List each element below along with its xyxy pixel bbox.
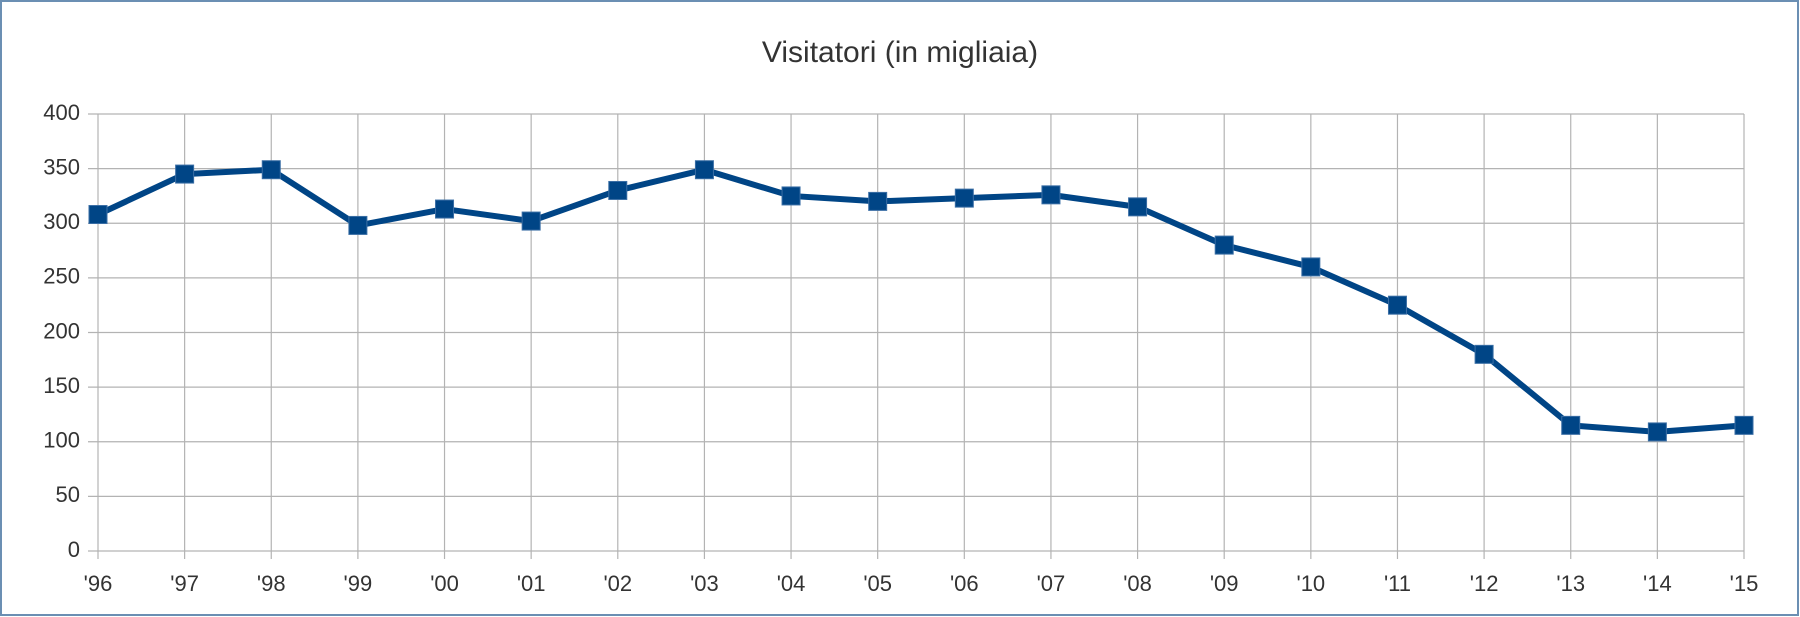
marker	[1301, 257, 1321, 277]
marker	[1474, 344, 1494, 364]
x-tick-label: '14	[1643, 571, 1672, 596]
marker	[868, 191, 888, 211]
line	[96, 166, 1745, 435]
x-tick-label: '13	[1556, 571, 1585, 596]
x-tick-label: '97	[170, 571, 199, 596]
y-tick-label: 400	[43, 100, 80, 125]
marker	[1647, 422, 1667, 442]
marker	[521, 211, 541, 231]
x-tick-label: '06	[950, 571, 979, 596]
x-tick-label: '12	[1470, 571, 1499, 596]
marker	[694, 160, 714, 180]
marker	[1387, 295, 1407, 315]
x-tick-label: '11	[1384, 571, 1411, 596]
x-tick-label: '99	[344, 571, 373, 596]
marker	[608, 180, 628, 200]
marker	[88, 205, 108, 225]
y-tick-label: 350	[43, 154, 80, 179]
y-tick-label: 150	[43, 373, 80, 398]
x-tick-label: '96	[84, 571, 113, 596]
x-tick-label: '08	[1123, 571, 1152, 596]
chart-title: Visitatori (in migliaia)	[762, 36, 1038, 69]
marker	[348, 215, 368, 235]
x-tick-label: '03	[690, 571, 719, 596]
x-tick-label: '02	[603, 571, 632, 596]
marker	[435, 199, 455, 219]
y-tick-label: 50	[56, 482, 80, 507]
marker	[1128, 197, 1148, 217]
y-tick-label: 200	[43, 318, 80, 343]
x-tick-label: '00	[430, 571, 459, 596]
x-tick-label: '98	[257, 571, 286, 596]
x-tick-label: '09	[1210, 571, 1239, 596]
marker	[1734, 415, 1754, 435]
x-tick-label: '05	[863, 571, 892, 596]
x-tick-label: '07	[1037, 571, 1066, 596]
marker	[1214, 235, 1234, 255]
marker	[781, 186, 801, 206]
marker	[175, 164, 195, 184]
marker	[1041, 185, 1061, 205]
x-tick-label: '04	[777, 571, 806, 596]
x-tick-label: '10	[1297, 571, 1326, 596]
y-tick-label: 100	[43, 428, 80, 453]
y-tick-label: 250	[43, 264, 80, 289]
marker	[261, 160, 281, 180]
y-tick-label: 0	[68, 537, 80, 562]
x-tick-label: '01	[517, 571, 546, 596]
x-tick-label: '15	[1730, 571, 1759, 596]
y-tick-label: 300	[43, 209, 80, 234]
marker	[1561, 415, 1581, 435]
marker	[954, 188, 974, 208]
